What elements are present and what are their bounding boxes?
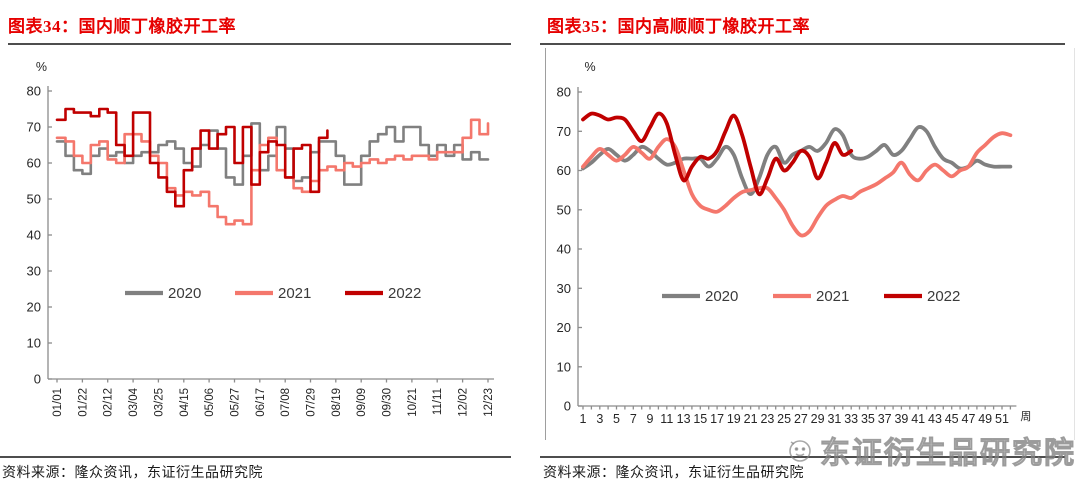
svg-text:07/29: 07/29 <box>306 388 318 417</box>
svg-text:9: 9 <box>647 412 654 426</box>
axes <box>577 87 1017 410</box>
figure-34-bottom-rule <box>0 456 511 458</box>
svg-text:11: 11 <box>660 412 673 426</box>
svg-text:80: 80 <box>557 85 571 100</box>
column-divider <box>545 48 546 440</box>
svg-text:3: 3 <box>596 412 603 426</box>
svg-text:0: 0 <box>564 399 571 414</box>
figure-34-title-rule <box>8 43 511 45</box>
svg-text:41: 41 <box>911 412 925 426</box>
y-axis-unit: % <box>584 60 595 74</box>
svg-text:49: 49 <box>978 412 992 426</box>
svg-text:21: 21 <box>744 412 758 426</box>
svg-text:07/08: 07/08 <box>280 388 292 417</box>
svg-text:12/23: 12/23 <box>483 388 495 417</box>
svg-text:30: 30 <box>557 281 571 296</box>
svg-text:09/09: 09/09 <box>356 388 368 417</box>
svg-text:25: 25 <box>777 412 791 426</box>
svg-text:5: 5 <box>613 412 620 426</box>
series-2021-line <box>55 118 490 226</box>
x-axis-labels: 1 3 5 7 9 11 13 15 17 19 21 23 25 27 29 31 33 35 37 39 41 43 4… <box>580 410 1032 426</box>
series-2022-line <box>55 107 329 208</box>
svg-text:47: 47 <box>962 412 976 426</box>
svg-text:60: 60 <box>27 156 41 171</box>
svg-text:51: 51 <box>995 412 1009 426</box>
svg-text:23: 23 <box>760 412 774 426</box>
svg-text:50: 50 <box>557 202 571 217</box>
svg-text:10: 10 <box>27 336 41 351</box>
svg-text:0: 0 <box>34 372 41 387</box>
svg-text:20: 20 <box>27 300 41 315</box>
svg-text:03/25: 03/25 <box>153 388 165 417</box>
y-axis-labels: 0 10 20 30 40 50 60 70 80% <box>27 60 47 387</box>
y-axis-labels: 0 10 20 30 40 50 60 70 80% <box>557 60 596 414</box>
legend-label-2020: 2020 <box>705 288 738 305</box>
svg-text:43: 43 <box>928 412 942 426</box>
y-axis-unit: % <box>36 60 47 74</box>
svg-text:05/27: 05/27 <box>230 388 242 417</box>
series-2021-line <box>581 131 1013 238</box>
svg-text:80: 80 <box>27 84 41 99</box>
svg-text:10/21: 10/21 <box>407 388 419 417</box>
figure-34-title: 图表34：国内顺丁橡胶开工率 <box>8 17 236 36</box>
svg-text:1: 1 <box>580 412 587 426</box>
chart-34: 0 10 20 30 40 50 60 70 80% 01/01 01/22 02/12 03/04 03… <box>27 60 495 417</box>
svg-text:45: 45 <box>945 412 959 426</box>
right-edge-divider <box>1074 48 1075 440</box>
svg-text:01/01: 01/01 <box>52 388 64 417</box>
svg-text:11/11: 11/11 <box>432 388 444 415</box>
svg-text:19: 19 <box>727 412 741 426</box>
svg-text:08/19: 08/19 <box>331 388 343 417</box>
svg-text:60: 60 <box>557 163 571 178</box>
figure-35: 图表35：国内高顺顺丁橡胶开工率 0 10 20 30 40 50 60 70 80% 1 3 5 7 9… <box>540 14 1068 482</box>
svg-text:33: 33 <box>844 412 858 426</box>
x-axis-labels: 01/01 01/22 02/12 03/04 03/25 04/15 05/06 05/27… <box>52 387 495 416</box>
svg-text:40: 40 <box>27 228 41 243</box>
svg-text:70: 70 <box>557 124 571 139</box>
svg-text:70: 70 <box>27 120 41 135</box>
figure-35-title: 图表35：国内高顺顺丁橡胶开工率 <box>547 17 810 36</box>
svg-text:09/30: 09/30 <box>382 388 394 417</box>
legend-label-2022: 2022 <box>388 285 421 302</box>
svg-text:17: 17 <box>710 412 724 426</box>
svg-text:31: 31 <box>827 412 841 426</box>
svg-text:13: 13 <box>677 412 691 426</box>
svg-text:29: 29 <box>811 412 825 426</box>
svg-text:37: 37 <box>878 412 892 426</box>
series-2020-line <box>55 122 490 186</box>
svg-text:27: 27 <box>794 412 808 426</box>
svg-text:7: 7 <box>630 412 637 426</box>
svg-text:06/17: 06/17 <box>255 388 267 417</box>
legend-label-2021: 2021 <box>278 285 311 302</box>
svg-text:01/22: 01/22 <box>77 388 89 417</box>
axes <box>47 86 494 383</box>
svg-text:30: 30 <box>27 264 41 279</box>
svg-text:02/12: 02/12 <box>103 388 115 417</box>
figure-34-source: 资料来源：隆众资讯，东证衍生品研究院 <box>2 466 263 481</box>
svg-text:39: 39 <box>894 412 908 426</box>
svg-text:20: 20 <box>557 320 571 335</box>
svg-text:15: 15 <box>693 412 707 426</box>
svg-text:10: 10 <box>557 359 571 374</box>
x-axis-title: 周 <box>1020 410 1031 423</box>
svg-text:40: 40 <box>557 242 571 257</box>
figure-35-source: 资料来源：隆众资讯，东证衍生品研究院 <box>543 466 804 481</box>
series-2022-line <box>581 111 854 197</box>
svg-text:03/04: 03/04 <box>128 387 140 416</box>
legend-label-2021: 2021 <box>816 288 849 305</box>
svg-text:04/15: 04/15 <box>179 388 191 417</box>
legend-label-2022: 2022 <box>927 288 960 305</box>
legend: 2020 2021 2022 <box>125 285 421 302</box>
legend: 2020 2021 2022 <box>662 288 960 305</box>
svg-text:35: 35 <box>861 412 875 426</box>
figure-35-bottom-rule <box>540 456 1065 458</box>
legend-label-2020: 2020 <box>168 285 201 302</box>
figure-34: 图表34：国内顺丁橡胶开工率 0 10 20 30 40 50 60 70 80% 01/01 01… <box>0 14 512 482</box>
svg-text:12/02: 12/02 <box>458 388 470 417</box>
figure-35-title-rule <box>540 43 1065 45</box>
svg-text:05/06: 05/06 <box>204 388 216 417</box>
svg-text:50: 50 <box>27 192 41 207</box>
